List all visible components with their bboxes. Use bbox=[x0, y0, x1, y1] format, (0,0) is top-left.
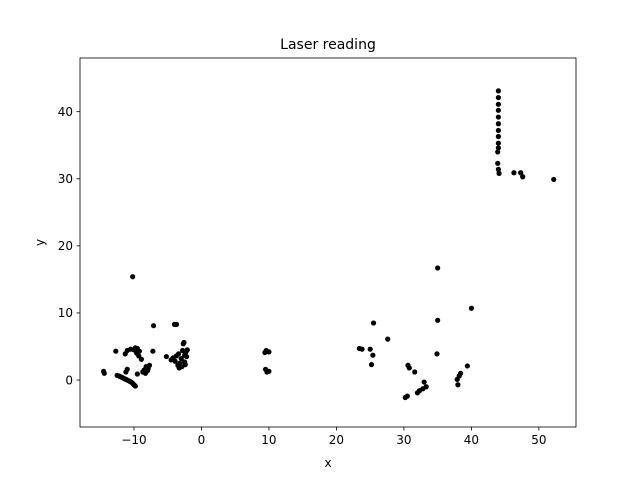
data-point bbox=[511, 170, 517, 176]
data-point bbox=[423, 384, 429, 390]
data-point bbox=[434, 351, 440, 357]
data-point bbox=[359, 346, 365, 352]
data-point bbox=[266, 368, 272, 374]
x-tick-label: 40 bbox=[464, 433, 479, 447]
data-point bbox=[146, 362, 153, 368]
data-point bbox=[113, 348, 119, 354]
data-point bbox=[468, 305, 474, 311]
data-point bbox=[455, 382, 461, 388]
data-point bbox=[495, 101, 501, 107]
data-points bbox=[101, 88, 557, 401]
x-tick-label: 20 bbox=[329, 433, 344, 447]
y-tick-label: 20 bbox=[58, 239, 73, 253]
data-point bbox=[367, 346, 373, 352]
x-tick-label: 30 bbox=[396, 433, 411, 447]
data-point bbox=[495, 107, 501, 113]
data-point bbox=[172, 358, 178, 364]
data-point bbox=[495, 94, 501, 101]
data-point bbox=[136, 348, 142, 354]
plot-area-background bbox=[80, 58, 576, 427]
data-point bbox=[495, 133, 501, 140]
x-tick-label: 10 bbox=[261, 433, 276, 447]
y-tick-label: 40 bbox=[58, 105, 73, 119]
data-point bbox=[551, 176, 557, 183]
data-point bbox=[184, 353, 190, 360]
x-axis-label: x bbox=[324, 456, 331, 470]
data-point bbox=[178, 355, 184, 362]
data-point bbox=[495, 88, 501, 94]
data-point bbox=[370, 320, 377, 326]
data-point bbox=[173, 321, 180, 327]
data-point bbox=[134, 371, 140, 377]
y-tick-label: 0 bbox=[65, 373, 73, 387]
data-point bbox=[184, 347, 190, 353]
data-point bbox=[406, 365, 412, 371]
plot-frame bbox=[79, 57, 577, 428]
data-point bbox=[266, 349, 272, 355]
chart-title: Laser reading bbox=[280, 37, 376, 53]
data-point bbox=[435, 317, 441, 323]
data-point bbox=[150, 323, 157, 329]
data-point bbox=[458, 370, 464, 376]
y-tick-label: 30 bbox=[58, 172, 73, 186]
data-point bbox=[421, 379, 427, 385]
data-point bbox=[518, 170, 524, 176]
data-point bbox=[132, 383, 138, 389]
data-point bbox=[138, 356, 145, 362]
data-point bbox=[495, 145, 501, 151]
data-point bbox=[404, 393, 410, 399]
data-point bbox=[101, 370, 107, 376]
x-tick-label: 0 bbox=[198, 433, 206, 447]
x-axis-ticks: −10 0 10 20 30 40 50 bbox=[121, 427, 547, 447]
data-point bbox=[124, 366, 130, 372]
data-point bbox=[182, 362, 188, 368]
data-point bbox=[181, 339, 187, 346]
data-point bbox=[495, 160, 501, 166]
data-point bbox=[520, 174, 526, 180]
data-point bbox=[385, 336, 391, 342]
data-point bbox=[150, 348, 156, 354]
data-point bbox=[370, 352, 376, 358]
x-tick-label: 50 bbox=[531, 433, 546, 447]
data-point bbox=[175, 351, 182, 357]
y-tick-label: 10 bbox=[58, 306, 73, 320]
data-point bbox=[495, 149, 501, 155]
data-point bbox=[435, 265, 441, 271]
data-point bbox=[496, 170, 502, 176]
data-point bbox=[368, 362, 375, 368]
data-point bbox=[495, 166, 501, 172]
data-point bbox=[495, 114, 501, 120]
data-point bbox=[464, 363, 470, 369]
y-axis-ticks: 0 10 20 30 40 bbox=[58, 105, 80, 387]
x-tick-label: −10 bbox=[121, 433, 146, 447]
data-point bbox=[130, 274, 136, 280]
data-point bbox=[495, 140, 501, 146]
data-point bbox=[412, 369, 418, 375]
data-point bbox=[495, 121, 501, 127]
data-point bbox=[163, 353, 169, 360]
y-axis-label: y bbox=[33, 239, 47, 246]
data-point bbox=[495, 127, 501, 134]
